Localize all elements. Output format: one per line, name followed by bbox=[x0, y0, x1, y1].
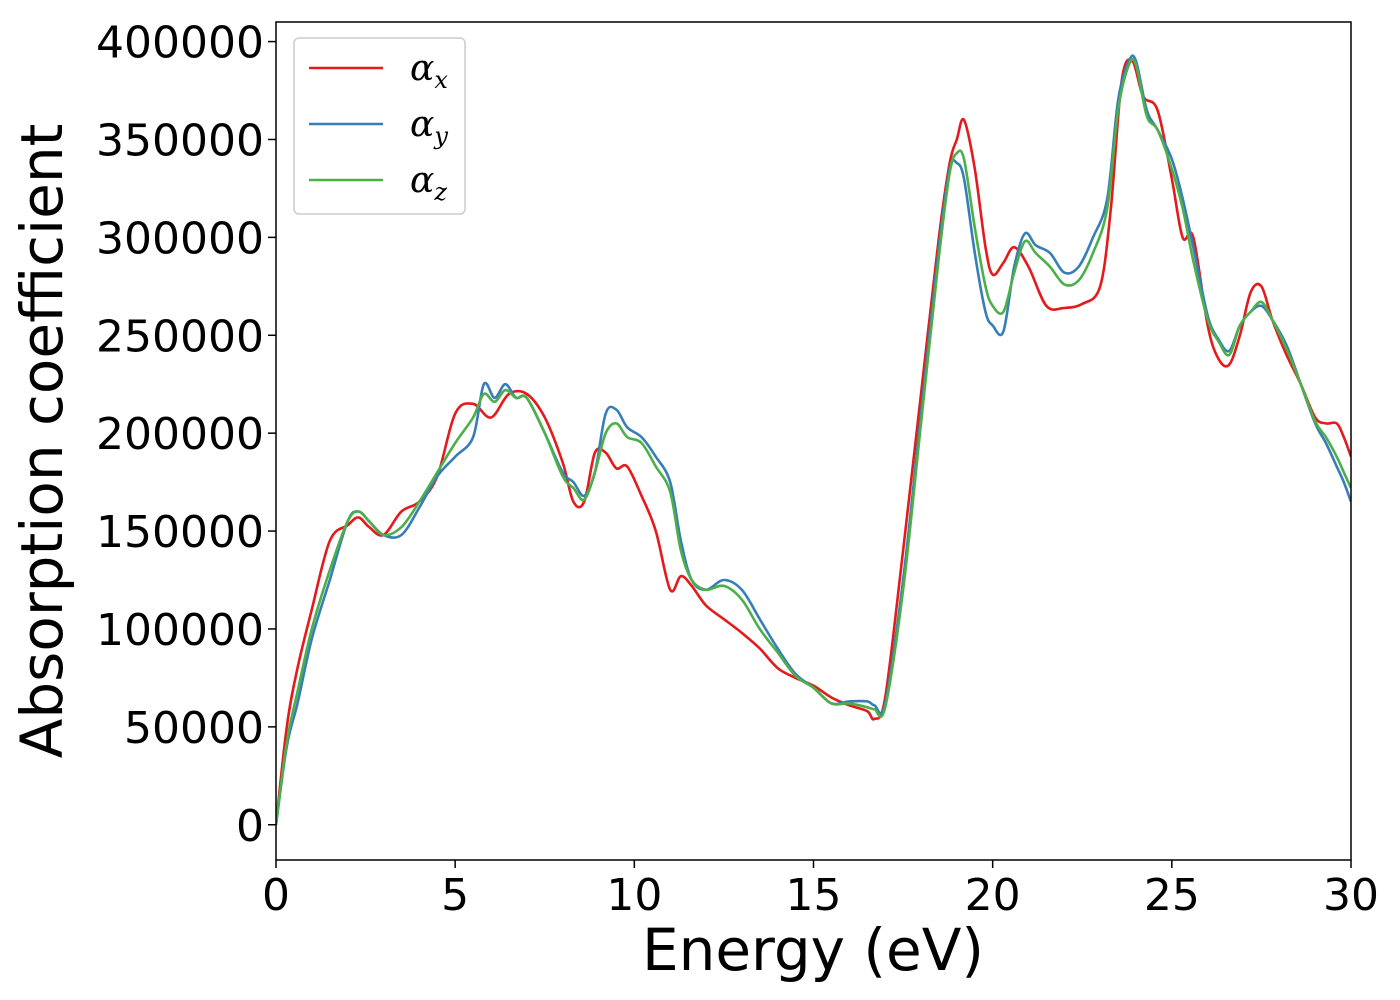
y-axis-label: Absorption coefficient bbox=[8, 124, 76, 759]
series-layer bbox=[276, 54, 1351, 825]
y-tick-label: 250000 bbox=[96, 311, 264, 362]
x-tick-label: 5 bbox=[441, 870, 469, 921]
x-tick-label: 10 bbox=[606, 870, 662, 921]
x-tick-label: 0 bbox=[262, 870, 290, 921]
x-axis-label: Energy (eV) bbox=[642, 916, 984, 984]
x-tick-label: 20 bbox=[965, 870, 1021, 921]
y-tick-label: 0 bbox=[236, 801, 264, 852]
y-tick-label: 150000 bbox=[96, 507, 264, 558]
y-tick-label: 100000 bbox=[96, 605, 264, 656]
series-line-z bbox=[276, 57, 1351, 825]
y-axis: 0 50000 100000 150000 200000 250000 300000 3500… bbox=[96, 18, 276, 852]
series-line-y bbox=[276, 54, 1351, 825]
y-tick-label: 200000 bbox=[96, 409, 264, 460]
x-tick-label: 25 bbox=[1144, 870, 1200, 921]
y-tick-label: 300000 bbox=[96, 213, 264, 264]
x-tick-label: 30 bbox=[1323, 870, 1379, 921]
x-tick-label: 15 bbox=[786, 870, 842, 921]
y-tick-label: 400000 bbox=[96, 18, 264, 69]
y-tick-label: 350000 bbox=[96, 115, 264, 166]
y-tick-label: 50000 bbox=[124, 703, 264, 754]
x-axis: 0 5 10 15 20 25 30 bbox=[262, 860, 1379, 921]
legend-box bbox=[293, 37, 466, 215]
